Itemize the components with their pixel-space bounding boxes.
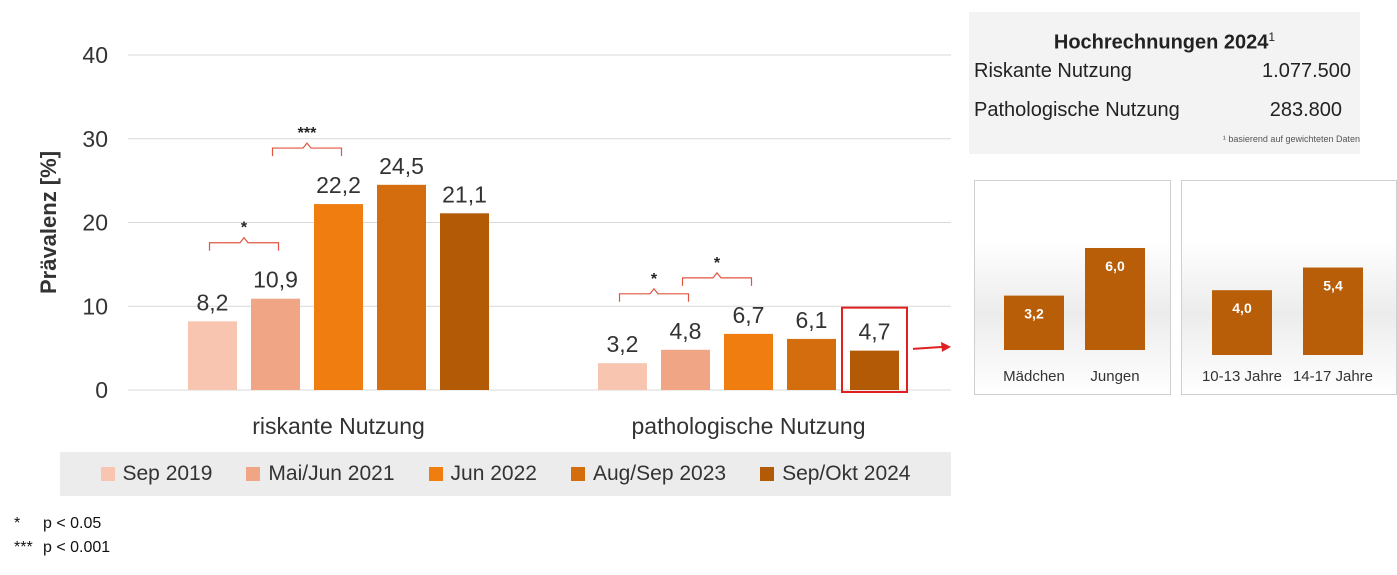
projection-panel: Hochrechnungen 20241 Riskante Nutzung 1.… [969, 12, 1360, 154]
bar-value-label: 24,5 [379, 153, 424, 179]
category-label: 10-13 Jahre [1202, 368, 1282, 385]
bar [598, 363, 647, 390]
bar-value-label: 4,7 [859, 319, 891, 345]
bar-value-label: 5,4 [1323, 278, 1343, 294]
bar-value-label: 3,2 [1024, 306, 1044, 322]
legend-label: Sep 2019 [122, 462, 213, 485]
gender-bar-chart: 3,2 Mädchen 6,0 Jungen [1003, 248, 1145, 385]
bar [724, 333, 773, 390]
footnote-item: * p < 0.05 [14, 512, 110, 536]
highlight-arrowhead [941, 341, 951, 352]
significance-footnotes: * p < 0.05 *** p < 0.001 [14, 512, 110, 560]
bar-value-label: 4,8 [670, 318, 702, 344]
bar [377, 184, 426, 390]
bar-value-label: 6,7 [733, 302, 765, 328]
y-tick-label: 10 [82, 293, 108, 319]
category-label: Jungen [1090, 368, 1139, 385]
footnote-item: *** p < 0.001 [14, 536, 110, 560]
bar [1303, 267, 1363, 355]
projection-value: 1.077.500 [1262, 60, 1351, 82]
bar [850, 350, 899, 390]
legend-label: Jun 2022 [450, 462, 537, 485]
bar-value-label: 4,0 [1232, 300, 1252, 316]
bar-value-label: 8,2 [197, 289, 229, 315]
bar-value-label: 3,2 [607, 331, 639, 357]
bar [661, 349, 710, 390]
y-tick-label: 0 [95, 377, 108, 403]
legend-item: Sep 2019 [100, 462, 213, 486]
footnote-text: p < 0.001 [43, 539, 111, 556]
significance-marker: *** [298, 125, 317, 142]
bar [1212, 290, 1272, 355]
group-label: pathologische Nutzung [632, 413, 866, 439]
legend-label: Sep/Okt 2024 [782, 462, 911, 485]
y-axis-title: Prävalenz [%] [36, 151, 61, 294]
legend-item: Aug/Sep 2023 [570, 462, 727, 486]
bar-value-label: 10,9 [253, 267, 298, 293]
legend-swatch [428, 467, 443, 481]
legend-swatch [100, 467, 115, 481]
bar [1085, 248, 1145, 350]
bar [188, 321, 237, 390]
legend-item: Mai/Jun 2021 [246, 462, 395, 486]
projection-value: 283.800 [1269, 99, 1342, 121]
legend-swatch [246, 467, 261, 481]
bar-value-label: 6,0 [1105, 258, 1125, 274]
footnote-text: p < 0.05 [43, 515, 102, 532]
bar-value-label: 6,1 [796, 307, 828, 333]
legend-label: Aug/Sep 2023 [592, 462, 727, 485]
chart-legend: Sep 2019 Mai/Jun 2021 Jun 2022 Aug/Sep 2023… [60, 452, 951, 496]
significance-bracket [271, 142, 343, 157]
legend-swatch [570, 467, 585, 481]
legend-swatch [760, 467, 775, 481]
category-label: 14-17 Jahre [1293, 368, 1373, 385]
significance-marker: * [241, 220, 248, 237]
group-label: riskante Nutzung [252, 413, 425, 439]
legend-item: Jun 2022 [428, 462, 537, 486]
bar [440, 213, 489, 390]
projection-title: Hochrechnungen 20241 [1053, 30, 1276, 54]
bar [251, 298, 300, 390]
significance-marker: * [714, 255, 721, 272]
bar-value-label: 21,1 [442, 181, 487, 207]
footnote-symbol: * [14, 515, 21, 532]
highlight-arrow [912, 345, 944, 350]
y-tick-label: 40 [82, 42, 108, 68]
significance-marker: * [651, 271, 658, 288]
projection-label: Pathologische Nutzung [974, 99, 1180, 121]
significance-bracket [208, 236, 280, 251]
gender-breakdown-panel: 3,2 Mädchen 6,0 Jungen [974, 180, 1171, 395]
legend-label: Mai/Jun 2021 [268, 462, 395, 485]
bar [314, 204, 363, 390]
significance-bracket [681, 271, 753, 286]
bar-value-label: 22,2 [316, 172, 361, 198]
age-breakdown-panel: 4,0 10-13 Jahre 5,4 14-17 Jahre [1181, 180, 1397, 395]
category-label: Mädchen [1003, 368, 1065, 385]
bar [1004, 295, 1064, 350]
projection-label: Riskante Nutzung [974, 60, 1132, 82]
bar [787, 338, 836, 390]
footnote-symbol: *** [14, 539, 33, 556]
projection-footnote: ¹ basierend auf gewichteten Daten [1222, 134, 1360, 144]
significance-bracket [618, 287, 690, 302]
prevalence-bar-chart: 0 10 20 30 40 Prävalenz [%] 8,2 3,2 10,9 4,8 22,2 6… [36, 42, 951, 439]
highlight-box [841, 306, 908, 394]
y-tick-label: 20 [82, 210, 108, 236]
y-tick-label: 30 [82, 126, 108, 152]
age-bar-chart: 4,0 10-13 Jahre 5,4 14-17 Jahre [1202, 267, 1373, 385]
legend-item: Sep/Okt 2024 [760, 462, 910, 486]
